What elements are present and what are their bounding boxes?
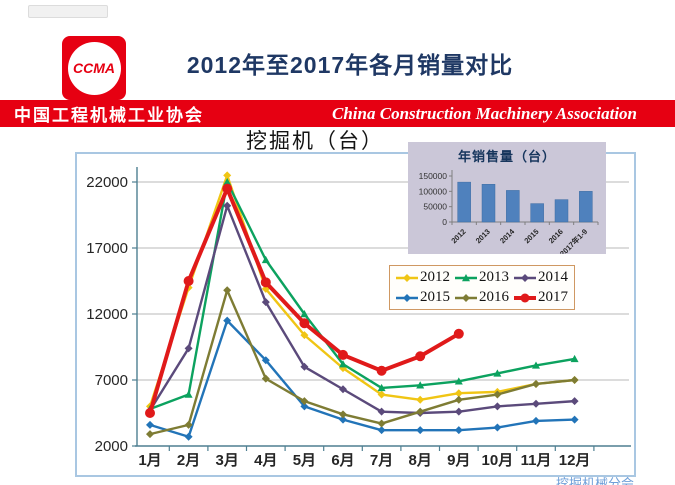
svg-text:1月: 1月: [138, 452, 161, 469]
legend-label-2013: 2013: [479, 269, 509, 285]
svg-text:11月: 11月: [521, 452, 552, 469]
legend-label-2012: 2012: [420, 269, 450, 285]
svg-text:7000: 7000: [95, 372, 128, 389]
legend-label-2017: 2017: [538, 289, 568, 305]
svg-text:100000: 100000: [419, 186, 448, 196]
inset-chart-title: 年销售量（台）: [457, 149, 556, 164]
series-2015: [146, 316, 579, 441]
inset-axes: [449, 170, 599, 225]
annual-sales-inset: 0 50000 100000 150000 2012 2013 2014 2015 2016 20…: [408, 142, 606, 254]
legend-item-2014: 2014: [513, 269, 572, 286]
svg-text:7月: 7月: [370, 452, 393, 469]
svg-text:5月: 5月: [293, 452, 316, 469]
svg-text:0: 0: [442, 217, 447, 227]
ui-artifact-bar: [28, 5, 108, 18]
legend-item-2015: 2015: [395, 289, 454, 306]
footer-fragment: 挖掘机械分会: [556, 477, 635, 485]
svg-text:2012: 2012: [449, 227, 467, 245]
axes: [132, 167, 631, 451]
svg-text:2013: 2013: [474, 227, 492, 245]
legend-item-2017: 2017: [513, 289, 572, 306]
legend-label-2015: 2015: [420, 289, 450, 305]
svg-text:2017年1-9: 2017年1-9: [557, 226, 589, 254]
legend-marker-2015: [396, 293, 418, 302]
series-2014: [146, 201, 579, 417]
svg-text:17000: 17000: [86, 240, 128, 257]
svg-text:2016: 2016: [547, 227, 565, 245]
svg-text:150000: 150000: [419, 171, 448, 181]
legend-marker-2014: [514, 273, 536, 282]
legend-item-2016: 2016: [454, 289, 513, 306]
legend-item-2012: 2012: [395, 269, 454, 286]
series-2013: [146, 178, 579, 413]
legend-marker-2017: [514, 293, 536, 302]
svg-text:2014: 2014: [498, 226, 517, 245]
annual-sales-bar-chart: 0 50000 100000 150000 2012 2013 2014 2015 201620…: [419, 170, 599, 254]
svg-text:50000: 50000: [423, 202, 447, 212]
legend-label-2016: 2016: [479, 289, 509, 305]
series-2017: [145, 183, 464, 418]
legend-marker-2012: [396, 273, 418, 282]
svg-text:4月: 4月: [254, 452, 277, 469]
legend-label-2014: 2014: [538, 269, 568, 285]
svg-text:3月: 3月: [216, 452, 239, 469]
svg-text:2015: 2015: [522, 227, 540, 245]
legend-marker-2016: [455, 293, 477, 302]
chart-legend: 2012 2013 2014 2015 2016 2017: [389, 265, 575, 310]
legend-marker-2013: [455, 273, 477, 281]
svg-text:12000: 12000: [86, 306, 128, 323]
svg-text:12月: 12月: [559, 452, 591, 469]
y-axis-labels: 2000 7000 12000 17000 22000: [86, 174, 128, 455]
svg-text:22000: 22000: [86, 174, 128, 191]
legend-item-2013: 2013: [454, 269, 513, 286]
svg-text:6月: 6月: [331, 452, 354, 469]
x-axis-labels: 1月 2月 3月 4月 5月 6月 7月 8月 9月 10月 11月 12月: [138, 452, 590, 469]
ccma-logo-text: CCMA: [73, 60, 115, 76]
banner-chinese-name: 中国工程机械工业协会: [14, 106, 204, 125]
svg-text:2月: 2月: [177, 452, 200, 469]
page-title: 2012年至2017年各月销量对比: [186, 52, 514, 78]
svg-text:8月: 8月: [409, 452, 432, 469]
inset-y-axis-labels: 0 50000 100000 150000: [419, 171, 448, 227]
inset-bars: [457, 181, 593, 223]
banner-english-name: China Construction Machinery Association: [332, 103, 637, 123]
series-2016: [146, 286, 579, 439]
svg-text:9月: 9月: [447, 452, 470, 469]
association-banner: 中国工程机械工业协会 China Construction Machinery …: [0, 100, 675, 127]
svg-text:2000: 2000: [95, 438, 128, 455]
chart-title: 挖掘机（台）: [246, 129, 384, 153]
ccma-logo: CCMA: [62, 36, 126, 100]
svg-text:10月: 10月: [482, 452, 514, 469]
ccma-logo-circle: CCMA: [67, 41, 121, 95]
